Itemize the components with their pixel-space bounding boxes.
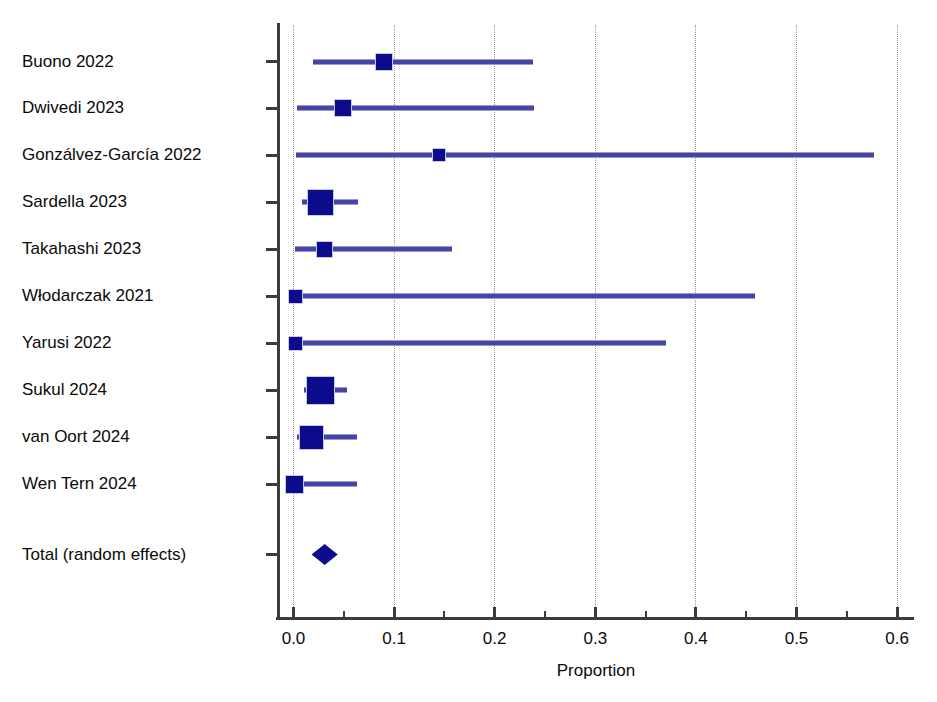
x-major-tick [896, 607, 899, 617]
point-estimate-marker [285, 475, 304, 494]
summary-diamond [312, 544, 338, 565]
gridline [695, 25, 696, 617]
y-axis-tick [266, 60, 278, 63]
point-estimate-marker [306, 376, 335, 405]
x-axis-line [276, 617, 914, 620]
x-major-tick [493, 607, 496, 617]
x-tick-label: 0.6 [885, 629, 909, 649]
point-estimate-marker [288, 289, 303, 304]
forest-plot: Proportion 0.0 0.1 0.2 0.3 0.4 0.5 0.6 Buono 20… [0, 0, 937, 702]
y-axis-tick [266, 107, 278, 110]
y-axis-tick [266, 553, 278, 556]
study-label: Dwivedi 2023 [22, 98, 124, 118]
point-estimate-marker [316, 241, 333, 258]
x-major-tick [393, 607, 396, 617]
study-label: Sukul 2024 [22, 380, 107, 400]
study-label: Buono 2022 [22, 52, 114, 72]
y-axis-tick [266, 248, 278, 251]
x-tick-label: 0.1 [382, 629, 406, 649]
y-axis-tick [266, 154, 278, 157]
point-estimate-marker [375, 53, 393, 71]
ci-line [294, 341, 666, 345]
ci-line [297, 106, 534, 110]
x-tick-label: 0.2 [483, 629, 507, 649]
x-major-tick [594, 607, 597, 617]
ci-line [296, 153, 874, 157]
y-axis-tick [266, 295, 278, 298]
y-axis-tick [266, 436, 278, 439]
study-label: van Oort 2024 [22, 427, 130, 447]
gridline [494, 25, 495, 617]
point-estimate-marker [334, 99, 352, 117]
study-label: Wen Tern 2024 [22, 474, 137, 494]
x-axis-title: Proportion [557, 661, 635, 681]
x-tick-label: 0.4 [684, 629, 708, 649]
study-label: Yarusi 2022 [22, 333, 111, 353]
x-tick-label: 0.5 [785, 629, 809, 649]
x-major-tick [694, 607, 697, 617]
y-axis-tick [266, 342, 278, 345]
study-label: Gonzálvez-García 2022 [22, 145, 202, 165]
point-estimate-marker [299, 425, 324, 450]
point-estimate-marker [307, 189, 334, 216]
y-axis-tick [266, 389, 278, 392]
point-estimate-marker [288, 336, 303, 351]
x-minor-tick [745, 611, 747, 617]
x-tick-label: 0.3 [583, 629, 607, 649]
gridline [897, 25, 898, 617]
study-label: Takahashi 2023 [22, 239, 141, 259]
x-major-tick [795, 607, 798, 617]
gridline [293, 25, 294, 617]
x-minor-tick [343, 611, 345, 617]
y-axis-line [277, 23, 280, 620]
y-axis-tick [266, 483, 278, 486]
ci-line [313, 60, 533, 64]
study-label: Sardella 2023 [22, 192, 127, 212]
gridline [595, 25, 596, 617]
study-label: Włodarczak 2021 [22, 286, 153, 306]
x-minor-tick [645, 611, 647, 617]
x-tick-label: 0.0 [282, 629, 306, 649]
x-minor-tick [544, 611, 546, 617]
ci-line [294, 294, 756, 298]
gridline [796, 25, 797, 617]
x-minor-tick [846, 611, 848, 617]
point-estimate-marker [432, 148, 446, 162]
y-axis-tick [266, 201, 278, 204]
x-minor-tick [443, 611, 445, 617]
gridline [394, 25, 395, 617]
x-major-tick [292, 607, 295, 617]
summary-label: Total (random effects) [22, 545, 186, 565]
